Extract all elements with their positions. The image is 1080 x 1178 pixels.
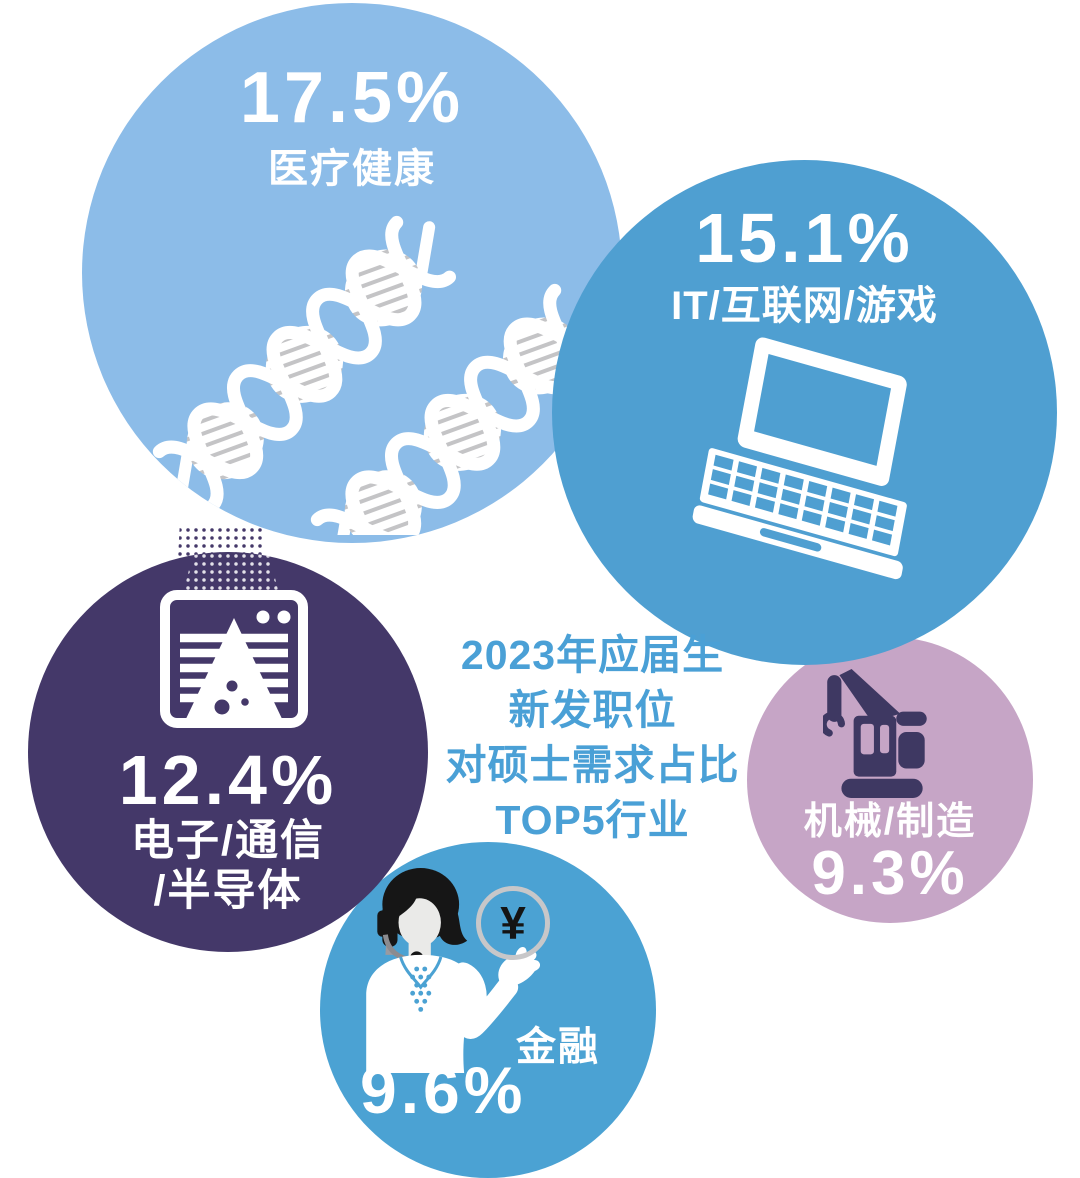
bubble-medical: 17.5% 医疗健康	[82, 3, 622, 543]
electronics-percent: 12.4%	[118, 741, 338, 819]
it-percent: 15.1%	[695, 199, 914, 277]
title-line-1: 2023年应届生	[460, 632, 725, 678]
page-title: 2023年应届生 新发职位 对硕士需求占比 TOP5行业	[415, 628, 770, 848]
medical-percent: 17.5%	[239, 58, 465, 138]
medical-label: 医疗健康	[268, 146, 436, 191]
title-line-3: 对硕士需求占比	[445, 742, 740, 788]
electronics-label-line1: 电子/通信	[131, 817, 325, 865]
electronics-label: 电子/通信 /半导体	[28, 816, 428, 916]
halftone-beam-inner-icon	[184, 552, 278, 590]
electronics-label-line2: /半导体	[153, 867, 303, 915]
chip-upload-icon	[160, 590, 308, 728]
service-agent-icon	[366, 868, 540, 1073]
machinery-percent: 9.3%	[811, 839, 969, 908]
it-label: IT/互联网/游戏	[671, 283, 938, 328]
yen-icon: ¥	[476, 886, 550, 960]
finance-label: 金融	[516, 1025, 600, 1069]
bubble-electronics: 12.4% 电子/通信 /半导体	[28, 552, 428, 952]
yen-symbol: ¥	[500, 897, 526, 949]
crane-icon	[823, 669, 927, 798]
finance-percent: 9.6%	[360, 1053, 527, 1127]
machinery-label: 机械/制造	[803, 801, 977, 843]
laptop-icon	[692, 337, 907, 580]
title-line-2: 新发职位	[508, 687, 677, 733]
dna-icon	[127, 195, 567, 535]
title-line-4: TOP5行业	[495, 797, 690, 843]
bubble-machinery: 机械/制造 9.3%	[747, 637, 1033, 923]
bubble-it: 15.1% IT/互联网/游戏	[552, 160, 1057, 665]
bubble-finance: ¥ 金融 9.6%	[320, 842, 656, 1178]
